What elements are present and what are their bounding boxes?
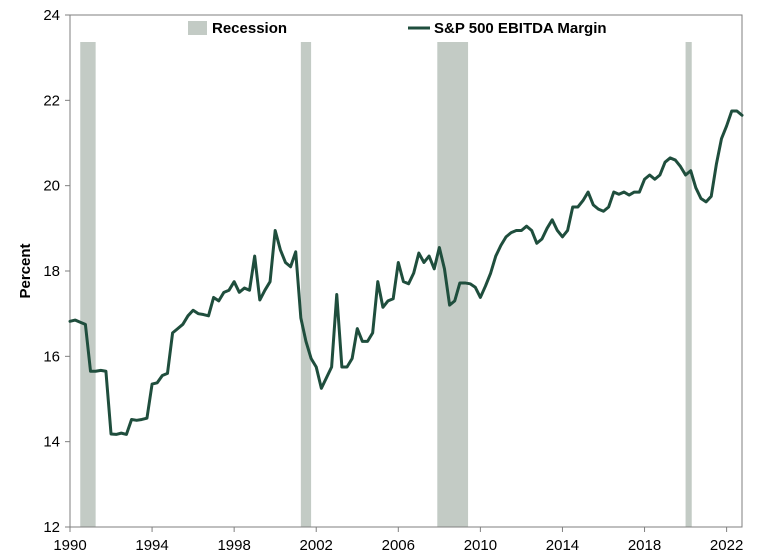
x-tick-label: 2014 (546, 537, 579, 554)
plot-frame (69, 14, 743, 528)
series-layer (68, 109, 744, 436)
y-tick-label: 14 (43, 434, 60, 451)
y-axis-title: Percent (17, 243, 34, 298)
legend-recession-swatch (188, 21, 207, 35)
x-tick-label: 2022 (710, 537, 743, 554)
y-tick-label: 18 (43, 263, 60, 280)
y-tick-label: 22 (43, 92, 60, 109)
x-tick-label: 2010 (464, 537, 497, 554)
x-tick-label: 1990 (53, 537, 86, 554)
x-tick-label: 1998 (217, 537, 250, 554)
y-tick-label: 24 (43, 7, 60, 24)
recession-band-2 (437, 42, 469, 527)
recession-bands (80, 42, 692, 527)
x-tick-label: 2006 (382, 537, 415, 554)
x-tick-label: 2018 (628, 537, 661, 554)
series-line-0 (68, 109, 744, 436)
legend: Recession S&P 500 EBITDA Margin (188, 20, 607, 37)
legend-margin-label: S&P 500 EBITDA Margin (434, 20, 607, 37)
recession-band-0 (80, 42, 96, 527)
x-tick-label: 1994 (135, 537, 168, 554)
y-tick-label: 12 (43, 519, 60, 536)
x-tick-label: 2002 (300, 537, 333, 554)
recession-band-1 (300, 42, 312, 527)
legend-recession-label: Recession (212, 20, 287, 37)
recession-band-3 (685, 42, 692, 527)
y-tick-label: 20 (43, 178, 60, 195)
y-tick-label: 16 (43, 348, 60, 365)
